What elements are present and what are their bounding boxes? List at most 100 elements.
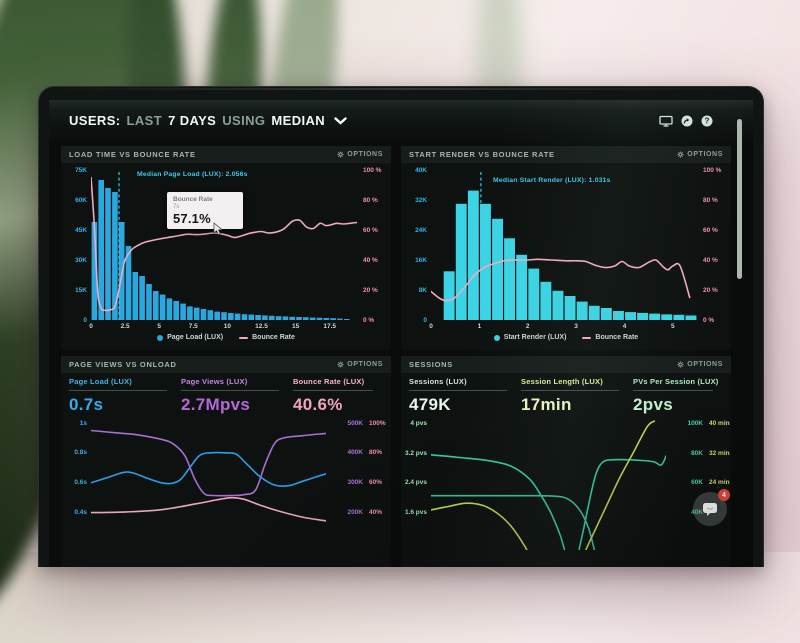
panel-page-views: PAGE VIEWS VS ONLOAD OPTIONS Page Load (… [61,356,391,567]
start-render-chart[interactable] [431,170,697,320]
title-last: LAST [126,113,163,128]
axis-tick: 4 pvs [410,419,427,427]
panel-header: LOAD TIME VS BOUNCE RATE OPTIONS [61,146,391,163]
axis-tick: 80 % [703,196,718,204]
axis-tick: 500K 100% [347,419,386,427]
metric-session-length: Session Length (LUX) 17min [521,377,633,415]
panel-title: START RENDER VS BOUNCE RATE [409,150,555,159]
median-annotation: Median Page Load (LUX): 2.056s [137,171,248,178]
title-users: USERS: [69,113,121,128]
gear-icon [677,361,684,368]
axis-tick: 15K [75,286,87,294]
legend-line-icon [239,336,249,339]
chart-tooltip: Bounce Rate 7s 57.1% [167,192,243,229]
gear-icon [677,151,684,158]
options-button[interactable]: OPTIONS [677,151,723,158]
axis-tick: 1s [79,419,87,427]
sessions-chart[interactable] [431,420,666,550]
metrics-row: Sessions (LUX) 479K Session Length (LUX)… [409,377,727,415]
chevron-down-icon[interactable] [334,116,347,125]
metric-label: PVs Per Session (LUX) [633,377,719,386]
axis-tick: 0 [423,316,427,324]
metric-sessions: Sessions (LUX) 479K [409,377,521,415]
chat-widget-button[interactable]: 4 [693,489,730,526]
axis-tick: 0 % [703,316,715,324]
panel-sessions: SESSIONS OPTIONS Sessions (LUX) 479K Ses… [401,356,731,567]
options-button[interactable]: OPTIONS [337,361,383,368]
gear-icon [337,361,344,368]
axis-tick: 2.4 pvs [404,479,427,487]
metric-label: Bounce Rate (LUX) [293,377,365,386]
axis-tick: 100K 40 min [687,419,730,427]
axis-tick: 40 % [363,256,378,264]
tooltip-title: Bounce Rate [173,196,213,203]
chart-legend: Start Render (LUX) Bounce Rate [401,334,731,341]
metric-label: Page Load (LUX) [69,377,133,386]
tooltip-value: 57.1% [173,211,211,226]
axis-tick: 1 [477,323,482,330]
metric-label: Sessions (LUX) [409,377,467,386]
options-button[interactable]: OPTIONS [337,151,383,158]
axis-tick: 20 % [703,286,718,294]
axis-tick: 2 [525,323,530,330]
legend-label: Page Load (LUX) [167,334,224,341]
gear-icon [337,151,344,158]
axis-tick: 100 % [703,166,722,174]
page-title: USERS: LAST 7 DAYS USING MEDIAN [69,113,347,128]
help-icon[interactable]: ? [701,115,713,127]
axis-tick: 45K [75,226,87,234]
legend-label: Start Render (LUX) [503,334,567,341]
axis-tick: 5 [670,323,675,330]
panel-title: SESSIONS [409,360,453,369]
axis-tick: 2.5 [120,323,130,330]
legend-label: Bounce Rate [595,334,639,341]
axis-tick: 400K 80% [347,449,383,457]
axis-tick: 5 [157,323,161,330]
legend-dot-icon [493,334,500,341]
scrollbar-thumb[interactable] [737,119,742,279]
dashboard-screen: USERS: LAST 7 DAYS USING MEDIAN ? LOAD T… [49,100,753,567]
share-icon[interactable] [681,115,693,127]
metrics-row: Page Load (LUX) 0.7s Page Views (LUX) 2.… [69,377,387,415]
panel-title: LOAD TIME VS BOUNCE RATE [69,150,196,159]
legend-label: Bounce Rate [252,334,295,341]
axis-tick: 32K [415,196,427,204]
monitor-icon[interactable] [659,115,673,127]
page-views-chart[interactable] [91,420,326,550]
panel-header: START RENDER VS BOUNCE RATE OPTIONS [401,146,731,163]
metric-page-load: Page Load (LUX) 0.7s [69,377,181,415]
axis-tick: 10 [223,323,231,330]
metric-value: 0.7s [69,395,104,414]
mouse-cursor-icon [213,222,223,236]
axis-tick: 3.2 pvs [404,449,427,457]
axis-tick: 75K [75,166,87,174]
options-label: OPTIONS [347,151,383,158]
panel-title: PAGE VIEWS VS ONLOAD [69,360,177,369]
axis-tick: 16K [415,256,427,264]
axis-tick: 0 % [363,316,375,324]
toolbar-icons: ? [659,115,713,127]
metric-value: 479K [409,395,451,414]
chart-legend: Page Load (LUX) Bounce Rate [61,334,391,341]
median-annotation: Median Start Render (LUX): 1.031s [493,177,611,184]
title-using: USING [222,113,266,128]
panel-load-time: LOAD TIME VS BOUNCE RATE OPTIONS 75K 60K 4… [61,146,391,350]
axis-tick: 200K 40% [347,509,383,517]
svg-text:?: ? [705,117,710,126]
load-time-chart[interactable] [91,170,357,320]
title-days: 7 DAYS [168,113,217,128]
options-label: OPTIONS [687,151,723,158]
axis-tick: 60K 24 min [691,479,730,487]
axis-tick: 3 [574,323,578,330]
metric-value: 2pvs [633,395,673,414]
axis-tick: 30K [75,256,87,264]
metric-page-views: Page Views (LUX) 2.7Mpvs [181,377,293,415]
axis-tick: 20 % [363,286,378,294]
options-button[interactable]: OPTIONS [677,361,723,368]
axis-tick: 12.5 [255,323,268,330]
axis-tick: 0 [429,323,433,330]
axis-tick: 40 % [703,256,718,264]
notification-badge: 4 [718,489,730,501]
axis-tick: 100 % [363,166,382,174]
axis-tick: 1.6 pvs [404,509,427,517]
